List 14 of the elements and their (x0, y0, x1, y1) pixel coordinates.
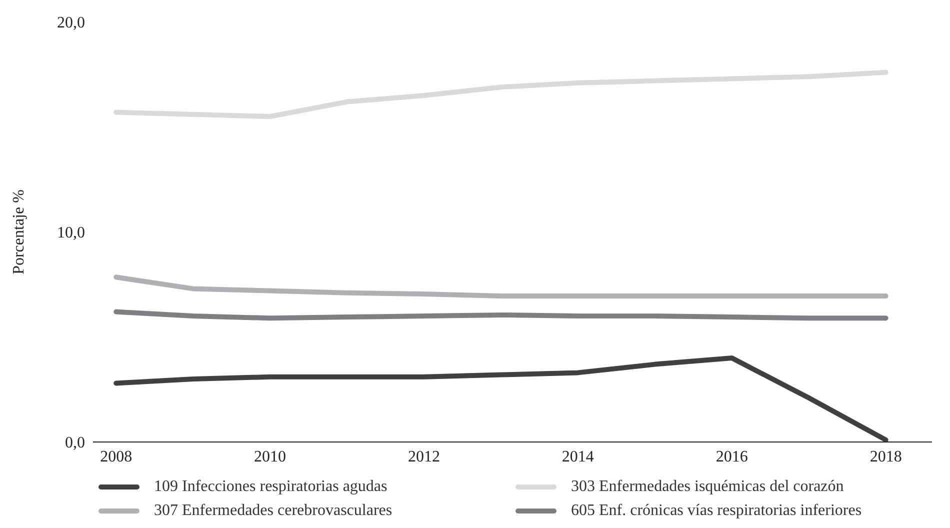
x-tick-label: 2014 (562, 448, 594, 466)
y-tick-label: 10,0 (57, 224, 85, 242)
x-tick-label: 2018 (870, 448, 902, 466)
x-tick-label: 2010 (254, 448, 286, 466)
legend-label: 303 Enfermedades isquémicas del corazón (571, 478, 844, 496)
x-tick-label: 2016 (716, 448, 748, 466)
y-axis-title: Porcentaje % (10, 190, 28, 274)
y-tick-label: 20,0 (57, 14, 85, 32)
legend-label: 605 Enf. crónicas vías respiratorias inferiores (571, 502, 862, 520)
y-tick-label: 0,0 (65, 434, 85, 452)
x-tick-label: 2012 (408, 448, 440, 466)
x-tick-label: 2008 (100, 448, 132, 466)
legend-label: 109 Infecciones respiratorias agudas (154, 478, 388, 496)
legend-label: 307 Enfermedades cerebrovasculares (154, 502, 392, 520)
